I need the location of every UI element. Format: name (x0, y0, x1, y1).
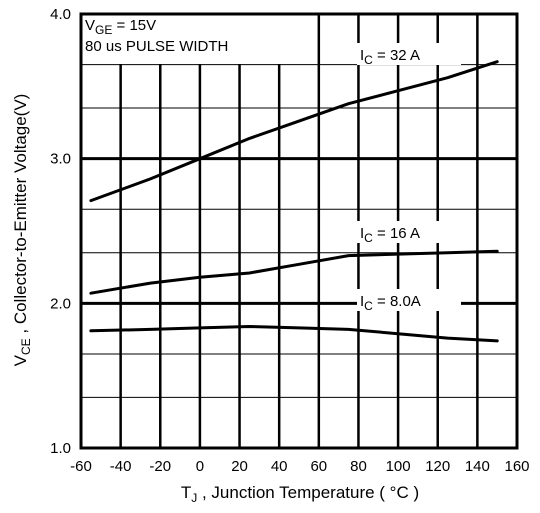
series-label-1: IC = 16 A (360, 225, 420, 245)
series-label-0: IC = 32 A (360, 47, 420, 67)
y-tick-label: 2.0 (50, 295, 71, 312)
x-tick-label: 120 (425, 458, 450, 475)
x-tick-label: 140 (465, 458, 490, 475)
pulse-width-condition: 80 us PULSE WIDTH (85, 38, 228, 55)
y-tick-label: 1.0 (50, 440, 71, 457)
series-label-bg (357, 289, 461, 311)
x-axis-title: TJ , Junction Temperature ( °C ) (181, 483, 419, 505)
x-tick-label: 160 (504, 458, 529, 475)
x-tick-label: 40 (271, 458, 288, 475)
x-tick-label: 60 (310, 458, 327, 475)
series-labels: IC = 32 A IC = 16 A IC = 8.0A (357, 43, 461, 313)
series-line-1 (89, 249, 499, 295)
x-tick-label: 0 (196, 458, 204, 475)
y-tick-label: 4.0 (50, 6, 71, 23)
series-line-0 (89, 60, 499, 203)
plot-frame (79, 12, 519, 450)
x-tick-label: 80 (350, 458, 367, 475)
series-label-2: IC = 8.0A (360, 293, 421, 313)
y-tick-label: 3.0 (50, 151, 71, 168)
x-tick-label: -20 (149, 458, 171, 475)
series-lines (89, 60, 499, 343)
series-label-bg (357, 43, 461, 65)
x-tick-label: -60 (70, 458, 92, 475)
x-tick-label: 100 (386, 458, 411, 475)
vge-condition: VGE = 15V (85, 17, 156, 37)
x-tick-label: 20 (231, 458, 248, 475)
series-line-2 (89, 325, 499, 343)
y-axis-title: VCE , Collector-to-Emitter Voltage(V) (11, 94, 33, 367)
conditions-box (81, 9, 289, 64)
x-tick-label: -40 (110, 458, 132, 475)
axes: -60 -40 -20 0 20 40 60 80 100 120 140 160 1.0 2.0 3.0 4… (50, 6, 529, 475)
series-label-bg (357, 221, 461, 243)
